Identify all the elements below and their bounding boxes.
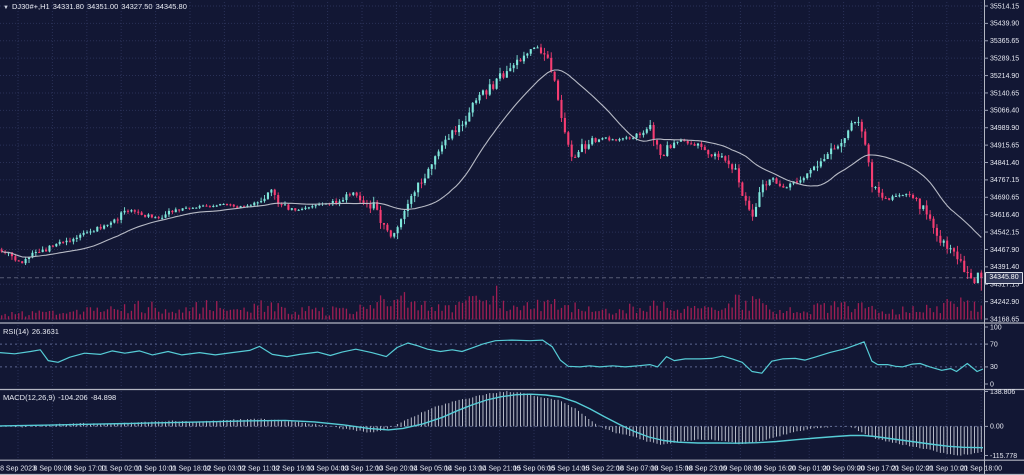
svg-text:18 Sep 07:00: 18 Sep 07:00 bbox=[616, 466, 658, 473]
svg-text:34841.40: 34841.40 bbox=[990, 160, 1019, 167]
svg-text:8 Sep 2023: 8 Sep 2023 bbox=[0, 466, 36, 473]
rsi-name: RSI(14) bbox=[3, 327, 29, 336]
svg-text:34767.15: 34767.15 bbox=[990, 177, 1019, 184]
macd-label: MACD(12,26,9) -104.206 -84.898 bbox=[3, 393, 119, 402]
svg-text:21 Sep 02:00: 21 Sep 02:00 bbox=[892, 466, 934, 473]
ohlc-low: 34327.50 bbox=[121, 2, 153, 11]
rsi-label: RSI(14) 26.3631 bbox=[3, 327, 62, 336]
svg-text:34915.65: 34915.65 bbox=[990, 142, 1019, 149]
moving-average-line bbox=[1, 69, 982, 258]
svg-text:138.806: 138.806 bbox=[990, 389, 1015, 396]
rsi-value: 26.3631 bbox=[31, 327, 59, 336]
svg-text:11 Sep 02:00: 11 Sep 02:00 bbox=[101, 466, 142, 473]
volume-layer bbox=[1, 285, 982, 320]
svg-text:35514.15: 35514.15 bbox=[990, 3, 1019, 10]
svg-text:20 Sep 01:00: 20 Sep 01:00 bbox=[788, 466, 830, 473]
svg-text:20 Sep 17:00: 20 Sep 17:00 bbox=[857, 466, 899, 473]
candles-layer bbox=[0, 43, 983, 291]
svg-text:15 Sep 06:00: 15 Sep 06:00 bbox=[513, 466, 555, 473]
ohlc-high: 34351.00 bbox=[86, 2, 119, 11]
svg-text:34467.90: 34467.90 bbox=[990, 247, 1019, 254]
macd-main-value: -104.206 bbox=[58, 393, 88, 402]
svg-text:34168.65: 34168.65 bbox=[990, 316, 1019, 323]
svg-text:11 Sep 18:00: 11 Sep 18:00 bbox=[169, 466, 210, 473]
svg-text:35066.40: 35066.40 bbox=[990, 108, 1019, 115]
price-axis[interactable]: 35514.15 35439.90 35365.65 35289.15 35214.90… bbox=[984, 3, 1019, 323]
svg-text:34391.40: 34391.40 bbox=[990, 264, 1019, 271]
svg-text:15 Sep 14:00: 15 Sep 14:00 bbox=[548, 466, 590, 473]
macd-name: MACD(12,26,9) bbox=[3, 393, 56, 402]
symbol-dropdown-icon[interactable]: ▼ bbox=[3, 5, 9, 11]
svg-text:8 Sep 17:00: 8 Sep 17:00 bbox=[68, 466, 106, 473]
ohlc-close: 34345.80 bbox=[155, 2, 187, 11]
rsi-axis[interactable]: 100 70 30 0 bbox=[984, 324, 1002, 388]
svg-text:18 Sep 15:00: 18 Sep 15:00 bbox=[651, 466, 693, 473]
svg-text:0.00: 0.00 bbox=[990, 424, 1004, 431]
svg-text:19 Sep 16:00: 19 Sep 16:00 bbox=[754, 466, 796, 473]
svg-text:34616.40: 34616.40 bbox=[990, 212, 1019, 219]
svg-text:100: 100 bbox=[990, 324, 1002, 331]
ohlc-open: 34331.80 bbox=[52, 2, 84, 11]
svg-text:0: 0 bbox=[990, 381, 994, 388]
svg-text:14 Sep 13:00: 14 Sep 13:00 bbox=[444, 466, 486, 473]
chart-header: ▼ DJ30#+,H1 34331.80 34351.00 34327.50 34345.… bbox=[3, 2, 190, 13]
svg-text:12 Sep 03:00: 12 Sep 03:00 bbox=[204, 466, 246, 473]
svg-text:19 Sep 08:00: 19 Sep 08:00 bbox=[720, 466, 762, 473]
svg-text:70: 70 bbox=[990, 341, 998, 348]
current-price-tag: 34345.80 bbox=[985, 272, 1023, 284]
svg-text:12 Sep 11:00: 12 Sep 11:00 bbox=[238, 466, 279, 473]
svg-text:35439.90: 35439.90 bbox=[990, 21, 1019, 28]
svg-text:13 Sep 12:00: 13 Sep 12:00 bbox=[341, 466, 383, 473]
svg-text:20 Sep 09:00: 20 Sep 09:00 bbox=[823, 466, 865, 473]
macd-signal-line bbox=[0, 393, 984, 449]
svg-text:14 Sep 21:00: 14 Sep 21:00 bbox=[479, 466, 521, 473]
symbol-timeframe-label: DJ30#+,H1 bbox=[11, 2, 50, 11]
svg-text:35140.65: 35140.65 bbox=[990, 90, 1019, 97]
svg-text:13 Sep 20:00: 13 Sep 20:00 bbox=[376, 466, 418, 473]
svg-text:11 Sep 10:00: 11 Sep 10:00 bbox=[135, 466, 176, 473]
svg-text:-115.778: -115.778 bbox=[990, 453, 1017, 460]
svg-text:15 Sep 22:00: 15 Sep 22:00 bbox=[582, 466, 624, 473]
svg-text:21 Sep 10:00: 21 Sep 10:00 bbox=[926, 466, 968, 473]
svg-text:14 Sep 05:00: 14 Sep 05:00 bbox=[410, 466, 452, 473]
svg-text:8 Sep 09:00: 8 Sep 09:00 bbox=[34, 466, 72, 473]
svg-text:34542.15: 34542.15 bbox=[990, 229, 1019, 236]
rsi-line bbox=[0, 339, 984, 374]
svg-text:34989.90: 34989.90 bbox=[990, 125, 1019, 132]
svg-text:30: 30 bbox=[990, 364, 998, 371]
svg-text:18 Sep 23:00: 18 Sep 23:00 bbox=[685, 466, 727, 473]
macd-axis[interactable]: 138.806 0.00 -115.778 bbox=[984, 389, 1017, 460]
svg-text:35365.65: 35365.65 bbox=[990, 38, 1019, 45]
svg-text:35289.15: 35289.15 bbox=[990, 55, 1019, 62]
macd-signal-value: -84.898 bbox=[90, 393, 117, 402]
grid-layer bbox=[0, 2, 983, 459]
svg-text:35214.90: 35214.90 bbox=[990, 73, 1019, 80]
svg-text:34242.90: 34242.90 bbox=[990, 299, 1019, 306]
svg-text:21 Sep 18:00: 21 Sep 18:00 bbox=[960, 466, 1002, 473]
macd-histogram bbox=[1, 391, 982, 456]
svg-text:34690.65: 34690.65 bbox=[990, 195, 1019, 202]
svg-text:34317.15: 34317.15 bbox=[990, 282, 1019, 289]
svg-text:12 Sep 19:00: 12 Sep 19:00 bbox=[272, 466, 314, 473]
indicator-level-lines bbox=[0, 343, 983, 427]
svg-text:13 Sep 04:00: 13 Sep 04:00 bbox=[307, 466, 349, 473]
